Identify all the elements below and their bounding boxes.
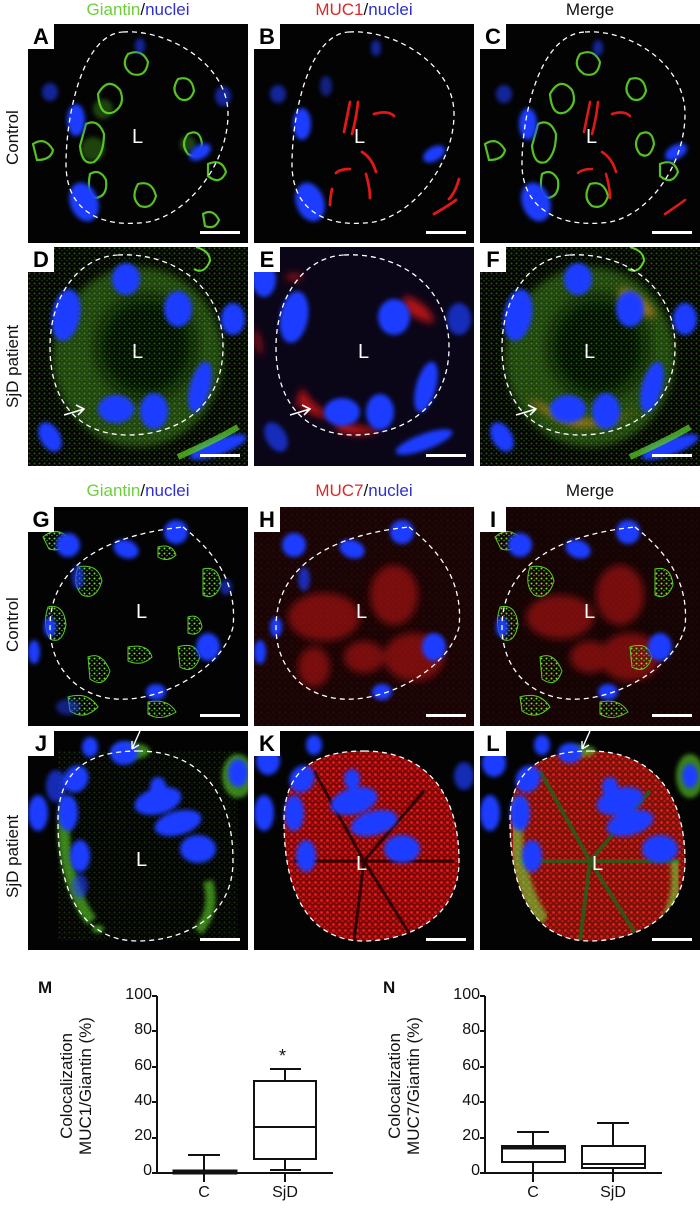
y-tick-40: 40: [134, 1092, 152, 1109]
x-tick-SjD: SjD: [600, 1184, 626, 1201]
header-giantin: Giantin: [86, 0, 141, 19]
micrograph-merge: [483, 31, 687, 224]
lumen-marker: L: [356, 601, 368, 623]
y-tick-20: 20: [134, 1127, 152, 1144]
y-tick-100: 100: [453, 986, 480, 1003]
scale-bar: [200, 938, 240, 941]
col-header-muc1-nuclei: MUC1/nuclei: [315, 0, 413, 19]
scale-bar: [200, 714, 240, 717]
row-label-sjd-2: SjD patient: [3, 814, 22, 898]
row-label-sjd-1: SjD patient: [3, 324, 22, 408]
lumen-marker: L: [132, 126, 144, 148]
panel-label-E: E: [254, 247, 280, 272]
lumen-marker: L: [136, 849, 148, 871]
panel-K-muc7-sjd: K L: [254, 731, 474, 950]
y-tick-60: 60: [134, 1057, 152, 1074]
lumen-marker: L: [584, 341, 596, 363]
micrograph-giantin: [31, 31, 231, 229]
scale-bar: [652, 454, 692, 457]
chart-label-N: N: [383, 978, 396, 997]
lumen-marker: L: [586, 126, 598, 148]
lumen-marker: L: [136, 601, 148, 623]
y-tick-80: 80: [462, 1021, 480, 1038]
panel-H-muc7-control: H L: [254, 507, 474, 726]
micrograph-giantin: [28, 247, 248, 466]
panel-label-K: K: [254, 731, 280, 756]
col-header-muc7-nuclei: MUC7/nuclei: [315, 481, 413, 500]
scale-bar: [652, 231, 692, 234]
y-tick-100: 100: [125, 986, 152, 1003]
significance-asterisk: *: [279, 1046, 287, 1066]
row-label-control-2: Control: [3, 597, 22, 652]
scale-bar: [200, 454, 240, 457]
col-header-merge: Merge: [565, 0, 615, 19]
chart-N-muc7-colocalization: N Colocalization MUC7/Giantin (%) 100 80…: [350, 960, 700, 1209]
chart-label-M: M: [38, 978, 53, 997]
panel-A-giantin-control: A L: [28, 24, 248, 243]
panel-label-F: F: [480, 247, 506, 272]
panel-G-giantin-control: G L: [28, 507, 248, 726]
col-header-merge-2: Merge: [565, 481, 615, 500]
micrograph-giantin: [28, 520, 235, 718]
micrograph-muc7: [254, 507, 474, 726]
scale-bar: [426, 231, 466, 234]
lumen-marker: L: [356, 853, 368, 875]
boxplot-N: [480, 995, 662, 1182]
panel-label-J: J: [28, 731, 54, 756]
micrograph-giantin: [28, 731, 248, 942]
lumen-marker: L: [354, 126, 366, 148]
lumen-marker: L: [584, 601, 596, 623]
col-header-giantin-nuclei: Giantin/nuclei: [86, 0, 190, 19]
boxplot-M: [152, 995, 333, 1182]
scale-bar: [426, 714, 466, 717]
y-tick-60: 60: [462, 1057, 480, 1074]
x-tick-SjD: SjD: [272, 1184, 298, 1201]
panel-label-C: C: [480, 24, 506, 49]
panel-I-merge-control: I L: [480, 507, 700, 726]
y-tick-20: 20: [462, 1127, 480, 1144]
y-tick-0: 0: [143, 1162, 152, 1179]
scale-bar: [426, 454, 466, 457]
micrograph-merge: [480, 247, 700, 466]
panel-C-merge-control: C L: [480, 24, 700, 243]
panel-J-giantin-sjd: J L: [28, 731, 248, 950]
y-tick-80: 80: [134, 1021, 152, 1038]
lumen-marker: L: [132, 341, 144, 363]
panel-label-L: L: [480, 731, 506, 756]
panel-F-merge-sjd: F L: [480, 247, 700, 466]
micrograph-muc1: [270, 31, 461, 224]
micrograph-muc1: [254, 247, 474, 466]
micrograph-muc7: [254, 735, 474, 942]
micrograph-merge: [480, 507, 700, 726]
micrograph-merge: [480, 731, 700, 942]
panel-label-G: G: [28, 507, 54, 532]
panel-label-B: B: [254, 24, 280, 49]
header-muc7: MUC7: [315, 481, 364, 500]
scale-bar: [652, 714, 692, 717]
panel-label-A: A: [28, 24, 54, 49]
row-label-control-1: Control: [3, 110, 22, 165]
lumen-marker: L: [592, 853, 604, 875]
y-tick-0: 0: [471, 1162, 480, 1179]
header-muc1: MUC1: [315, 0, 364, 19]
panel-label-I: I: [480, 507, 506, 532]
panel-E-muc1-sjd: E L: [254, 247, 474, 466]
scale-bar: [200, 231, 240, 234]
x-tick-C: C: [198, 1184, 210, 1201]
y-tick-40: 40: [462, 1092, 480, 1109]
lumen-marker: L: [358, 341, 370, 363]
panel-D-giantin-sjd: D L: [28, 247, 248, 466]
panel-label-H: H: [254, 507, 280, 532]
panel-B-muc1-control: B L: [254, 24, 474, 243]
chart-M-muc1-colocalization: M Colocalization MUC1/Giantin (%) 100 80…: [0, 960, 350, 1209]
scale-bar: [652, 938, 692, 941]
x-tick-C: C: [527, 1184, 539, 1201]
panel-label-D: D: [28, 247, 54, 272]
col-header-giantin-nuclei-2: Giantin/nuclei: [86, 481, 190, 500]
scale-bar: [426, 938, 466, 941]
panel-L-merge-sjd: L L: [480, 731, 700, 950]
